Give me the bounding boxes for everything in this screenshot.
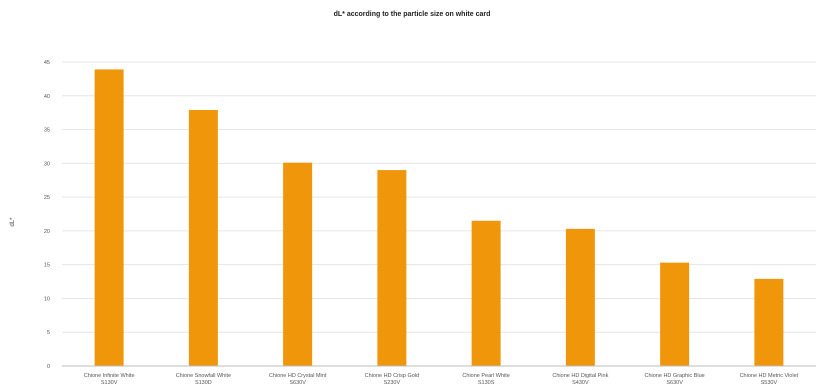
x-tick-label: Chione HD Crystal Mint S630V [269,373,327,386]
bar [660,262,690,366]
x-tick-label: Chione HD Digital Pink S430V [552,373,608,386]
bars [94,69,784,366]
bar [471,220,501,366]
bar [565,228,595,366]
bar [754,278,784,366]
bar [283,162,313,366]
y-tick-label: 5 [47,330,50,336]
x-tick-label: Chione HD Crisp Gold S230V [365,373,419,386]
y-tick-label: 0 [47,364,50,370]
x-axis-ticks: Chione Infinite White S130V Chione Snowfal… [84,373,799,386]
x-tick-label: Chione HD Metric Violet S530V [740,373,799,386]
y-tick-label: 35 [44,128,50,134]
chart-title: dL* according to the particle size on wh… [334,11,491,18]
gridlines [62,61,816,333]
x-tick-label: Chione Infinite White S130V [84,373,135,386]
y-tick-label: 25 [44,195,50,201]
bar [94,69,124,366]
y-tick-label: 20 [44,229,50,235]
x-tick-label: Chione Pearl White S130S [462,373,509,386]
y-tick-label: 30 [44,161,50,167]
x-tick-label: Chione Snowfall White S130D [176,373,231,386]
y-axis-ticks: 0 5 10 15 20 25 30 35 40 45 [44,60,50,370]
bar [188,109,218,366]
y-axis-label: dL* [10,217,16,227]
y-tick-label: 10 [44,296,50,302]
y-tick-label: 40 [44,94,50,100]
x-tick-label: Chione HD Graphic Blue S630V [645,373,705,386]
y-tick-label: 45 [44,60,50,66]
y-tick-label: 15 [44,263,50,269]
bar [377,170,407,366]
